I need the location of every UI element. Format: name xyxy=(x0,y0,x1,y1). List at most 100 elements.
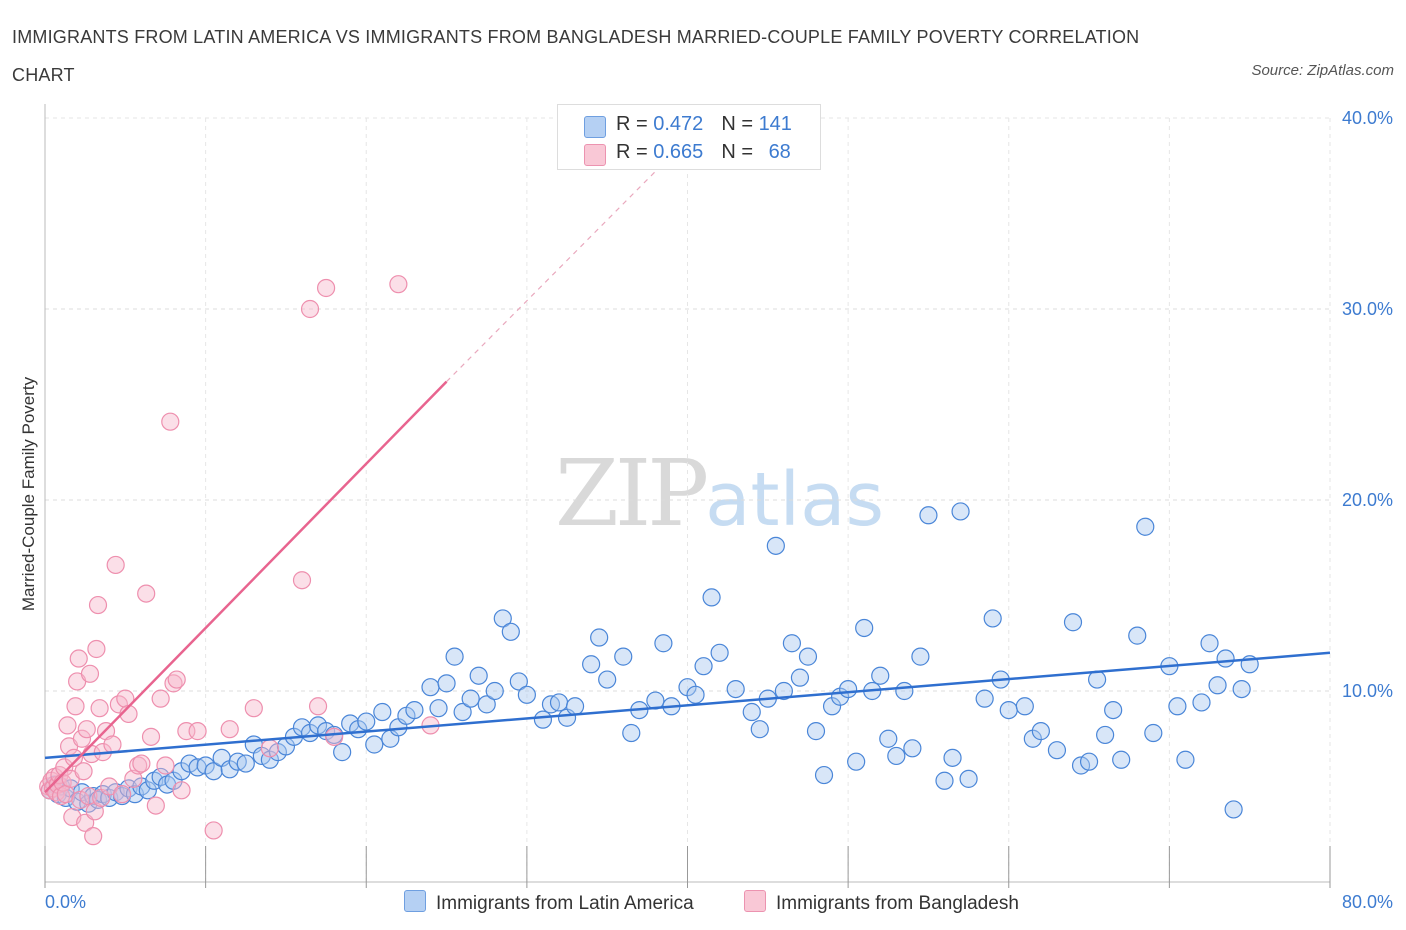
legend-text: R = 0.665 N = 68 xyxy=(616,141,791,164)
data-point-bangladesh xyxy=(124,769,143,788)
bottom-legend-label: Immigrants from Bangladesh xyxy=(776,893,1019,914)
data-point-latin-america xyxy=(903,739,922,758)
watermark-zip: ZIP xyxy=(555,440,709,547)
data-point-latin-america xyxy=(1079,752,1099,771)
data-point-latin-america xyxy=(766,536,785,555)
data-point-latin-america xyxy=(895,681,914,701)
data-point-bangladesh xyxy=(64,748,84,767)
data-point-bangladesh xyxy=(188,722,207,741)
data-point-latin-america xyxy=(469,666,488,685)
data-point-latin-america xyxy=(461,689,480,708)
data-point-latin-america xyxy=(493,609,512,628)
data-point-bangladesh xyxy=(58,716,77,735)
data-point-bangladesh xyxy=(74,762,93,781)
data-point-latin-america xyxy=(790,668,810,687)
data-point-bangladesh xyxy=(325,727,344,746)
data-point-latin-america xyxy=(911,647,930,666)
data-point-bangladesh xyxy=(167,670,186,689)
data-point-latin-america xyxy=(1063,613,1083,632)
bottom-legend-latin-america: Immigrants from Latin America xyxy=(404,890,694,916)
data-point-latin-america xyxy=(1144,723,1163,743)
legend-text: R = 0.472 N = 141 xyxy=(616,113,792,136)
data-point-latin-america xyxy=(959,769,978,788)
data-point-latin-america xyxy=(935,771,954,790)
data-point-latin-america xyxy=(919,506,938,525)
data-point-latin-america xyxy=(445,647,464,666)
data-point-latin-america xyxy=(742,702,761,722)
data-point-bangladesh xyxy=(55,758,74,777)
data-point-bangladesh xyxy=(146,796,165,815)
data-point-bangladesh xyxy=(72,729,92,748)
data-point-latin-america xyxy=(509,672,528,691)
data-point-latin-america xyxy=(598,670,617,689)
data-point-latin-america xyxy=(1208,676,1227,695)
data-point-latin-america xyxy=(1200,634,1219,653)
n-label: N = xyxy=(721,113,759,135)
data-point-bangladesh xyxy=(132,754,151,773)
data-point-bangladesh xyxy=(84,827,103,846)
data-point-latin-america xyxy=(429,699,448,718)
axes xyxy=(44,104,1331,888)
data-point-latin-america xyxy=(1128,626,1147,645)
data-point-bangladesh xyxy=(260,739,279,758)
bottom-legend-swatch-latin-america xyxy=(404,890,426,912)
data-point-latin-america xyxy=(485,681,504,701)
data-point-latin-america xyxy=(1096,725,1115,745)
data-point-latin-america xyxy=(590,628,609,647)
data-point-latin-america xyxy=(477,695,496,714)
correlation-legend: R = 0.472 N = 141 R = 0.665 N = 68 xyxy=(557,104,821,170)
data-point-bangladesh xyxy=(141,727,161,746)
data-point-bangladesh xyxy=(88,595,108,615)
x-tick-label: 80.0% xyxy=(1342,892,1393,912)
data-point-latin-america xyxy=(798,647,818,666)
data-point-latin-america xyxy=(943,748,962,767)
legend-swatch-bangladesh xyxy=(584,144,606,166)
r-value: 0.472 xyxy=(653,113,704,135)
data-point-latin-america xyxy=(453,702,472,722)
data-point-bangladesh xyxy=(77,720,96,739)
trend-lines xyxy=(44,171,1331,794)
data-point-bangladesh xyxy=(316,278,336,298)
data-point-latin-america xyxy=(614,647,633,666)
data-point-bangladesh xyxy=(80,664,100,683)
data-point-latin-america xyxy=(565,697,585,716)
data-point-latin-america xyxy=(501,622,520,641)
data-point-latin-america xyxy=(1112,750,1131,769)
r-value: 0.665 xyxy=(653,141,704,163)
y-axis-label: Married-Couple Family Poverty xyxy=(19,376,38,611)
data-point-latin-america xyxy=(726,679,745,699)
data-point-latin-america xyxy=(686,685,705,704)
data-point-latin-america xyxy=(204,762,223,781)
y-tick-label: 20.0% xyxy=(1342,490,1393,510)
data-point-bangladesh xyxy=(244,699,263,718)
n-label: N = xyxy=(721,141,759,163)
y-tick-label: 10.0% xyxy=(1342,681,1393,701)
data-point-bangladesh xyxy=(204,821,223,840)
data-point-bangladesh xyxy=(116,689,135,708)
data-point-bangladesh xyxy=(151,689,170,708)
data-point-latin-america xyxy=(1087,670,1107,689)
data-point-latin-america xyxy=(1176,750,1195,769)
data-point-bangladesh xyxy=(389,275,408,294)
y-tick-label: 40.0% xyxy=(1342,108,1393,128)
data-point-latin-america xyxy=(702,588,721,607)
data-point-latin-america xyxy=(951,502,970,521)
data-point-latin-america xyxy=(871,666,890,685)
data-point-bangladesh xyxy=(112,785,132,804)
chart-title: IMMIGRANTS FROM LATIN AMERICA VS IMMIGRA… xyxy=(12,27,1140,85)
data-point-latin-america xyxy=(839,679,858,699)
data-point-latin-america xyxy=(517,685,536,704)
data-point-bangladesh xyxy=(90,699,109,718)
n-value: 68 xyxy=(768,141,791,163)
data-point-bangladesh xyxy=(87,639,106,659)
data-point-bangladesh xyxy=(161,412,180,431)
data-point-latin-america xyxy=(622,723,641,743)
data-point-latin-america xyxy=(437,674,456,693)
data-point-latin-america xyxy=(814,765,834,785)
data-point-latin-america xyxy=(975,689,994,708)
data-point-bangladesh xyxy=(69,649,88,668)
data-point-bangladesh xyxy=(300,299,320,319)
data-point-latin-america xyxy=(774,681,793,701)
data-point-latin-america xyxy=(887,746,906,766)
data-point-latin-america xyxy=(999,700,1018,720)
